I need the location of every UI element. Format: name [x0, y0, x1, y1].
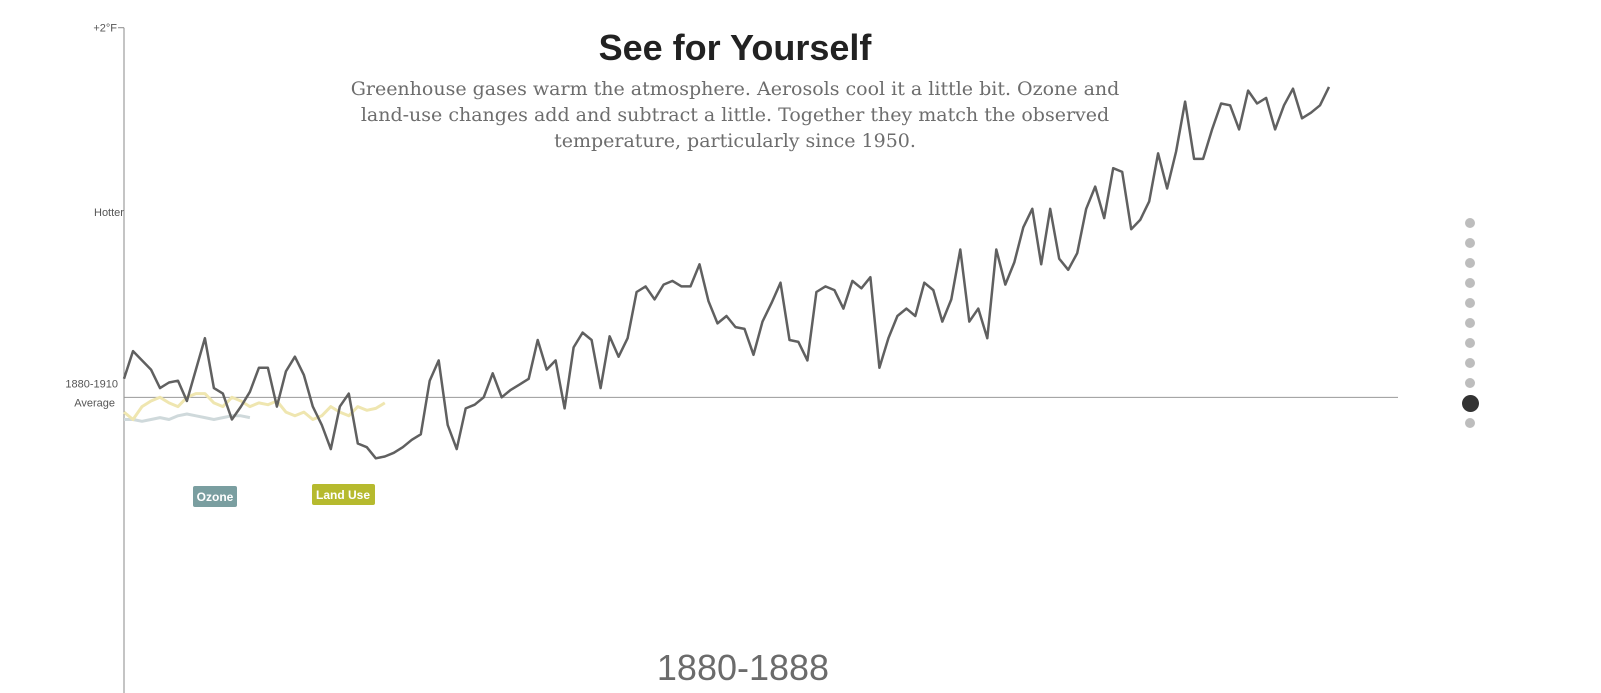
series-tags: Ozone Land Use: [193, 484, 375, 507]
series-layer: [122, 86, 1331, 460]
step-dot[interactable]: [1465, 418, 1475, 428]
land-use-tag[interactable]: Land Use: [312, 484, 375, 505]
baseline-label-period: 1880-1910: [65, 378, 118, 390]
y-axis-hotter-label: Hotter: [94, 207, 124, 219]
step-dot[interactable]: [1465, 218, 1475, 228]
land-use-tag-bg: [312, 484, 375, 505]
series-line-land-use: [123, 392, 386, 421]
step-dot[interactable]: [1465, 258, 1475, 268]
ozone-tag-bg: [193, 486, 237, 507]
y-axis: Hotter +2°F 1880-1910 Average: [65, 23, 125, 693]
period-label: 1880-1888: [657, 647, 829, 688]
step-dot[interactable]: [1465, 338, 1475, 348]
step-dot[interactable]: [1465, 358, 1475, 368]
step-dot[interactable]: [1465, 238, 1475, 248]
page-subtitle: Greenhouse gases warm the atmosphere. Ae…: [350, 78, 1120, 152]
step-dot[interactable]: [1465, 318, 1475, 328]
series-line-ozone: [124, 412, 251, 423]
series-line-observed: [122, 86, 1331, 460]
step-dot[interactable]: [1465, 278, 1475, 288]
header: See for Yourself Greenhouse gases warm t…: [0, 0, 1470, 154]
step-dot[interactable]: [1465, 298, 1475, 308]
ozone-tag[interactable]: Ozone: [193, 486, 237, 507]
baseline-label-average: Average: [74, 397, 115, 409]
page-title: See for Yourself: [598, 27, 872, 68]
y-tick-label: +2°F: [93, 23, 117, 35]
land-use-tag-label: Land Use: [316, 488, 370, 502]
step-dot-active[interactable]: [1461, 395, 1479, 412]
step-navigation: [1458, 218, 1482, 438]
ozone-tag-label: Ozone: [197, 490, 234, 504]
step-dot[interactable]: [1465, 378, 1475, 388]
